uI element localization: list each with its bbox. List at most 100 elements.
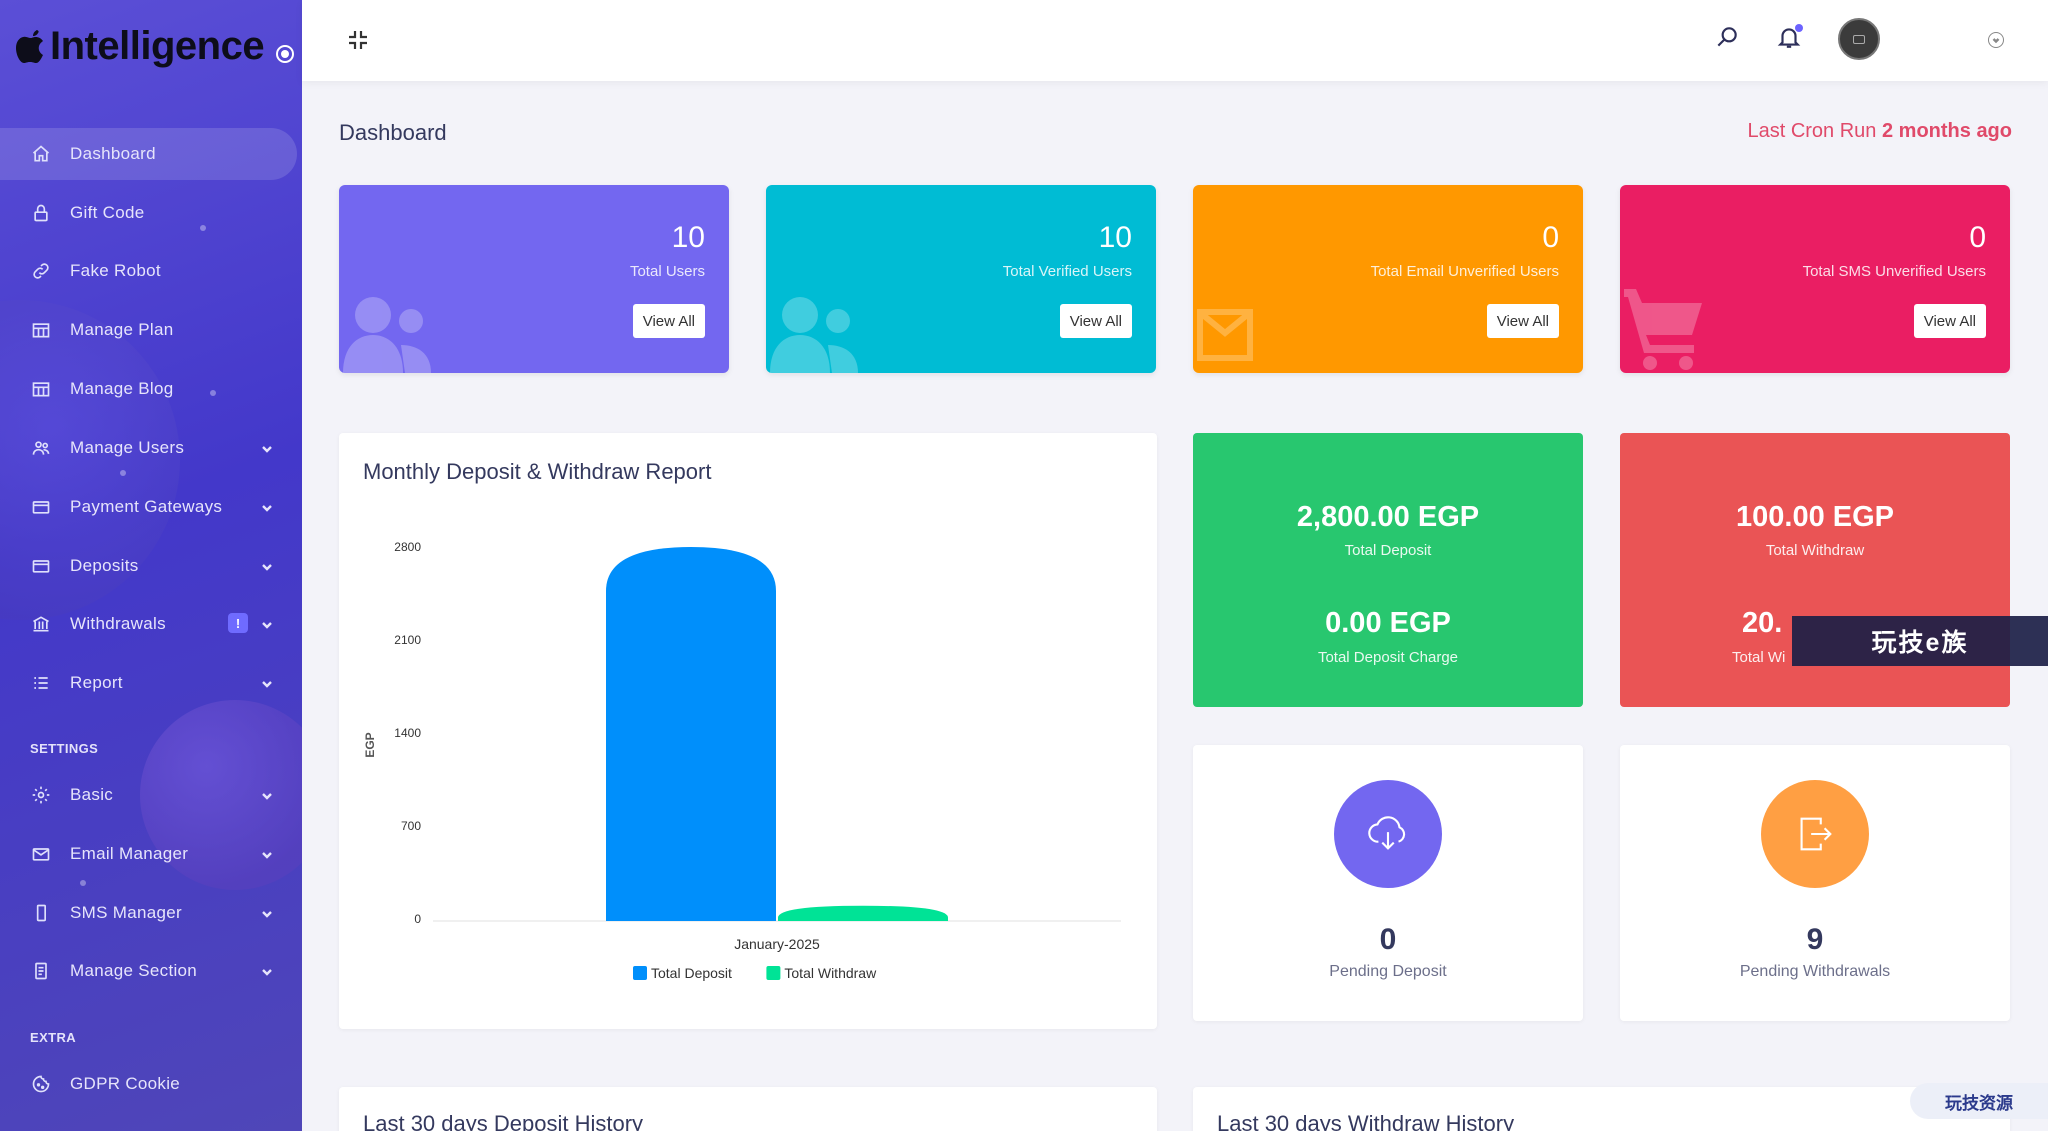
sidebar-item-label: Fake Robot bbox=[70, 261, 161, 280]
stat-card-sms-unverified: 0 Total SMS Unverified Users View All bbox=[1620, 185, 2010, 373]
sidebar-item-label: SMS Manager bbox=[70, 903, 182, 922]
sidebar-item-fake-robot[interactable]: Fake Robot bbox=[0, 245, 302, 297]
pending-deposit-label: Pending Deposit bbox=[1329, 963, 1447, 980]
sidebar-item-deposits[interactable]: Deposits bbox=[0, 540, 302, 592]
view-all-button[interactable]: View All bbox=[1059, 304, 1132, 338]
stat-card-email-unverified: 0 Total Email Unverified Users View All bbox=[1193, 185, 1583, 373]
watermark-banner: 玩技e族 bbox=[1792, 616, 2048, 666]
cron-label: Last Cron Run bbox=[1747, 120, 1877, 142]
envelope-icon bbox=[1193, 285, 1293, 373]
collapse-icon[interactable] bbox=[346, 28, 370, 52]
grid-icon bbox=[30, 319, 52, 341]
doc-icon bbox=[30, 960, 52, 982]
sidebar-item-basic[interactable]: Basic bbox=[0, 769, 302, 821]
list-icon bbox=[30, 672, 52, 694]
sidebar-item-label: Manage Section bbox=[70, 961, 198, 980]
bell-icon[interactable] bbox=[1776, 24, 1804, 52]
view-all-button[interactable]: View All bbox=[1486, 304, 1559, 338]
y-tick-label: 2100 bbox=[394, 633, 421, 647]
total-withdraw-caption: Total Withdraw bbox=[1765, 542, 1865, 559]
chevron-down-icon[interactable] bbox=[1988, 32, 2004, 48]
sidebar-item-label: Withdrawals bbox=[70, 614, 166, 633]
watermark-corner: 玩技资源 bbox=[1910, 1083, 2048, 1119]
brand-logo[interactable]: Intelligence bbox=[14, 24, 295, 69]
topbar bbox=[302, 0, 2048, 81]
sidebar-item-sms-manager[interactable]: SMS Manager bbox=[0, 887, 302, 939]
pending-deposit-count: 0 bbox=[1379, 923, 1397, 956]
sidebar-toggle-icon[interactable] bbox=[276, 44, 295, 63]
sidebar: Intelligence Dashboard Gift Code Fake Ro… bbox=[0, 0, 302, 1131]
chevron-down-icon bbox=[260, 788, 274, 802]
sidebar-item-label: Dashboard bbox=[70, 144, 156, 163]
pending-withdrawals-label: Pending Withdrawals bbox=[1739, 963, 1891, 980]
chevron-down-icon bbox=[260, 676, 274, 690]
total-withdraw-amount: 100.00 EGP bbox=[1736, 501, 1894, 533]
sidebar-item-label: Manage Users bbox=[70, 438, 185, 457]
cookie-icon bbox=[30, 1073, 52, 1095]
cron-status: Last Cron Run 2 months ago bbox=[1747, 120, 2012, 143]
brand-name: Intelligence bbox=[50, 24, 265, 68]
sidebar-item-withdrawals[interactable]: Withdrawals ! bbox=[0, 598, 302, 650]
chevron-down-icon bbox=[260, 500, 274, 514]
users-icon bbox=[339, 285, 439, 373]
chevron-down-icon bbox=[260, 964, 274, 978]
sidebar-item-label: Manage Blog bbox=[70, 379, 174, 398]
decorative-star bbox=[120, 470, 126, 476]
legend-label: Total Withdraw bbox=[784, 965, 877, 981]
sidebar-item-email-manager[interactable]: Email Manager bbox=[0, 828, 302, 880]
cart-icon bbox=[1620, 285, 1720, 373]
alert-badge: ! bbox=[228, 613, 248, 633]
chart-title: Monthly Deposit & Withdraw Report bbox=[363, 459, 712, 484]
legend-swatch bbox=[633, 966, 647, 980]
decorative-star bbox=[210, 390, 216, 396]
sidebar-item-report[interactable]: Report bbox=[0, 657, 302, 709]
deposit-charge-caption: Total Deposit Charge bbox=[1317, 649, 1459, 666]
decorative-star bbox=[200, 225, 206, 231]
view-all-button[interactable]: View All bbox=[1913, 304, 1986, 338]
view-all-button[interactable]: View All bbox=[632, 304, 705, 338]
pending-withdrawals-count: 9 bbox=[1806, 923, 1824, 956]
page-title: Dashboard bbox=[339, 120, 447, 145]
link-icon bbox=[30, 260, 52, 282]
deposit-summary-card: 2,800.00 EGP Total Deposit 0.00 EGP Tota… bbox=[1193, 433, 1583, 707]
sidebar-item-label: Basic bbox=[70, 785, 114, 804]
sidebar-item-label: Report bbox=[70, 673, 123, 692]
stat-card-total-users: 10 Total Users View All bbox=[339, 185, 729, 373]
grid-icon bbox=[30, 378, 52, 400]
avatar[interactable] bbox=[1838, 18, 1880, 60]
sidebar-item-manage-section[interactable]: Manage Section bbox=[0, 945, 302, 997]
stat-label: Total SMS Unverified Users bbox=[1802, 263, 1986, 280]
sidebar-item-payment-gateways[interactable]: Payment Gateways bbox=[0, 481, 302, 533]
stat-card-verified-users: 10 Total Verified Users View All bbox=[766, 185, 1156, 373]
deposit-charge-amount: 0.00 EGP bbox=[1325, 607, 1451, 639]
bar-total-withdraw bbox=[778, 905, 948, 921]
sidebar-item-manage-plan[interactable]: Manage Plan bbox=[0, 304, 302, 356]
phone-icon bbox=[30, 902, 52, 924]
cloud-download-icon bbox=[1334, 780, 1442, 888]
search-icon[interactable] bbox=[1714, 24, 1742, 52]
pending-deposit-card[interactable]: 0 Pending Deposit bbox=[1193, 745, 1583, 1021]
stat-label: Total Verified Users bbox=[1002, 263, 1132, 280]
sidebar-item-gdpr-cookie[interactable]: GDPR Cookie bbox=[0, 1058, 302, 1110]
bar-total-deposit bbox=[606, 547, 776, 921]
decorative-star bbox=[80, 880, 86, 886]
lock-icon bbox=[30, 202, 52, 224]
total-deposit-caption: Total Deposit bbox=[1344, 542, 1432, 559]
deposit-history-title: Last 30 days Deposit History bbox=[363, 1111, 644, 1131]
stat-value: 0 bbox=[1969, 221, 1986, 254]
pending-withdrawals-card[interactable]: 9 Pending Withdrawals bbox=[1620, 745, 2010, 1021]
exit-icon bbox=[1761, 780, 1869, 888]
total-deposit-amount: 2,800.00 EGP bbox=[1296, 501, 1480, 533]
sidebar-item-manage-users[interactable]: Manage Users bbox=[0, 422, 302, 474]
sidebar-item-dashboard[interactable]: Dashboard bbox=[0, 128, 297, 180]
stat-value: 10 bbox=[1098, 221, 1132, 254]
sidebar-item-label: Deposits bbox=[70, 556, 139, 575]
gear-icon bbox=[30, 784, 52, 806]
sidebar-item-manage-blog[interactable]: Manage Blog bbox=[0, 363, 302, 415]
stat-label: Total Users bbox=[629, 263, 705, 280]
x-tick-label: January-2025 bbox=[734, 936, 820, 952]
sidebar-item-gift-code[interactable]: Gift Code bbox=[0, 187, 302, 239]
sidebar-item-label: Email Manager bbox=[70, 844, 189, 863]
deposit-withdraw-chart-panel: Monthly Deposit & Withdraw Report 2800 21… bbox=[339, 433, 1157, 1029]
